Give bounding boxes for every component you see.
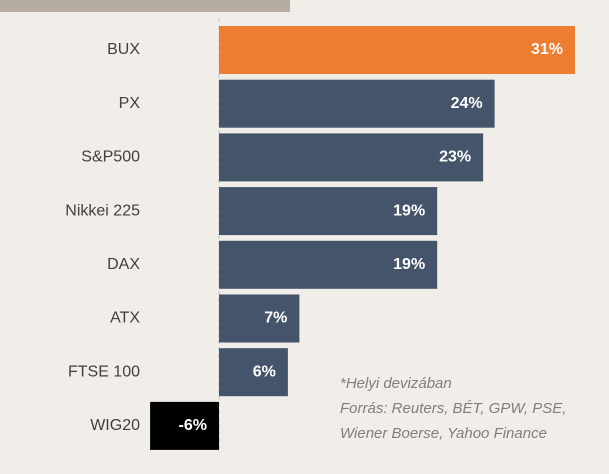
category-label: DAX [107, 256, 140, 273]
footnote: Wiener Boerse, Yahoo Finance [340, 425, 547, 442]
bar [219, 348, 288, 397]
bar [219, 133, 484, 182]
value-label: 19% [393, 256, 425, 273]
value-label: -6% [179, 417, 207, 434]
footnote: Forrás: Reuters, BÉT, GPW, PSE, [340, 400, 566, 417]
category-label: ATX [110, 310, 140, 327]
value-label: 23% [439, 149, 471, 166]
bar [219, 26, 575, 74]
bar [219, 294, 300, 343]
category-label: S&P500 [81, 149, 140, 166]
bar [150, 401, 219, 450]
value-label: 6% [253, 363, 276, 380]
category-label: FTSE 100 [68, 363, 140, 380]
bar [219, 79, 495, 128]
footnote: *Helyi devizában [340, 375, 452, 392]
value-label: 7% [264, 310, 287, 327]
category-label: WIG20 [90, 417, 140, 434]
value-label: 24% [451, 95, 483, 112]
header-strip [0, 0, 290, 12]
value-label: 31% [531, 41, 563, 58]
category-label: BUX [107, 41, 140, 58]
category-label: PX [119, 95, 141, 112]
category-label: Nikkei 225 [65, 202, 140, 219]
bar [219, 240, 438, 289]
value-label: 19% [393, 202, 425, 219]
bar [219, 187, 438, 236]
